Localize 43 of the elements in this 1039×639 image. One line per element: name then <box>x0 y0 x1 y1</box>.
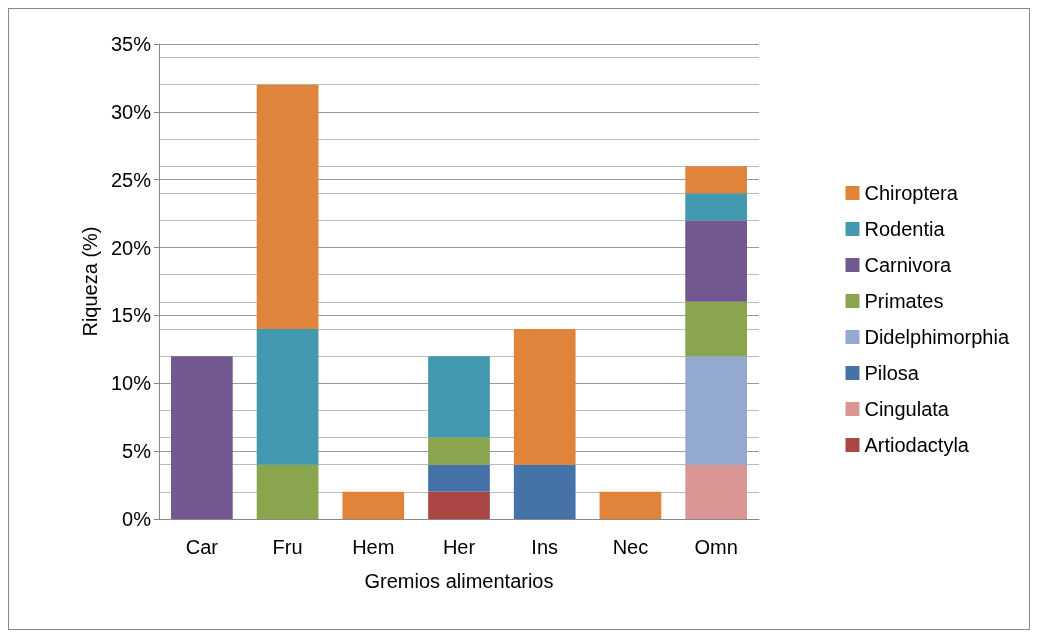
y-tick-label: 10% <box>110 372 152 395</box>
x-tick-label: Hem <box>352 536 395 558</box>
x-tick-label: Ins <box>531 536 559 558</box>
legend-label: Didelphimorphia <box>864 326 1010 348</box>
x-tick-label: Nec <box>612 536 649 558</box>
legend-label: Carnivora <box>864 254 953 276</box>
x-tick-label: Fru <box>272 536 303 558</box>
y-tick-label: 0% <box>122 508 152 530</box>
legend-label: Pilosa <box>864 362 920 384</box>
legend-label: Cingulata <box>864 398 950 420</box>
bar <box>685 166 747 194</box>
bar <box>256 464 319 519</box>
bar <box>256 329 319 465</box>
legend-label: Artiodactyla <box>864 434 970 456</box>
legend-label: Chiroptera <box>864 182 959 204</box>
bar <box>428 491 490 519</box>
y-axis-title: Riqueza (%) <box>79 226 102 337</box>
y-tick-label: 30% <box>110 100 152 123</box>
bar <box>513 464 576 519</box>
bar <box>342 491 405 519</box>
bar <box>685 464 747 519</box>
bar <box>428 437 490 465</box>
y-tick-label: 20% <box>110 236 152 259</box>
bar <box>428 464 490 492</box>
y-tick-label: 35% <box>110 33 152 55</box>
bar <box>685 356 747 465</box>
bar <box>685 220 747 302</box>
bar <box>685 193 747 221</box>
x-tick-label: Car <box>185 536 219 558</box>
bar <box>171 356 233 519</box>
x-tick-label: Omn <box>694 536 738 558</box>
bar <box>428 356 490 438</box>
legend-label: Primates <box>864 290 944 312</box>
bar <box>256 84 319 329</box>
bar <box>685 301 747 357</box>
y-tick-label: 25% <box>110 168 152 191</box>
bar <box>599 491 662 519</box>
x-axis-title: Gremios alimentarios <box>364 570 554 592</box>
y-tick-label: 15% <box>110 304 152 327</box>
y-tick-label: 5% <box>122 440 152 463</box>
bar <box>513 329 576 465</box>
x-tick-label: Her <box>442 536 476 558</box>
legend-label: Rodentia <box>864 218 946 240</box>
